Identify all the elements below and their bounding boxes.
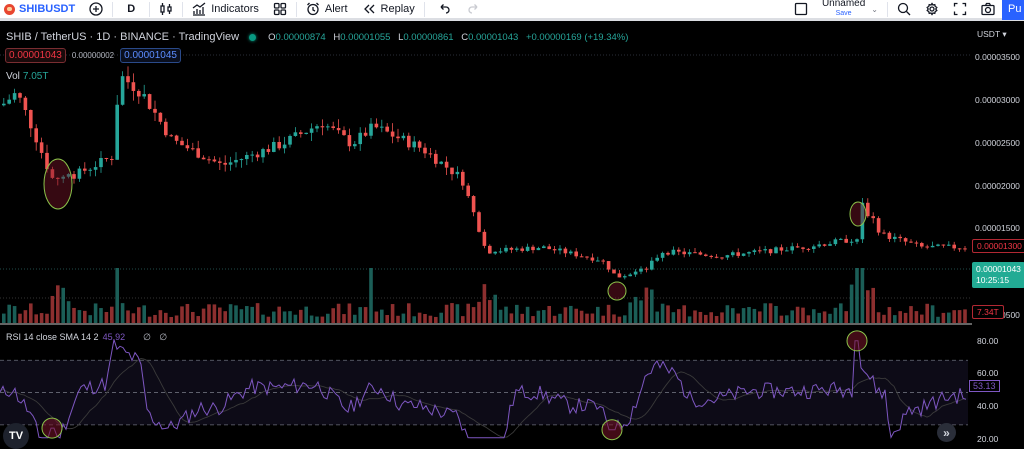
chevron-down-icon: ⌄: [871, 4, 878, 14]
shib-coin-icon: [4, 3, 15, 15]
series-legend: SHIB / TetherUS · 1D · BINANCE · Trading…: [6, 31, 633, 43]
top-toolbar: SHIBUSDT D Indicators Alert Replay Unnam…: [0, 0, 1024, 21]
volume-legend: Vol 7.05T: [6, 71, 48, 82]
indicators-button[interactable]: Indicators: [185, 0, 266, 20]
search-icon: [897, 2, 911, 16]
price-tick: 0.00002000: [975, 181, 1020, 191]
undo-icon: [440, 4, 450, 14]
symbol-label: SHIBUSDT: [19, 3, 76, 15]
plus-circle-icon: [89, 2, 103, 16]
bar-countdown: 10:25:15: [976, 275, 1010, 285]
rsi-tick: 60.00: [977, 368, 999, 378]
price-axis[interactable]: USDT ▾ 0.00003500 0.00003000 0.00002500 …: [972, 24, 1024, 324]
templates-button[interactable]: [266, 0, 294, 20]
grid-icon: [273, 2, 287, 16]
toolbar-divider: [887, 1, 888, 17]
price-tick: 0.00003500: [975, 52, 1020, 62]
interval-button[interactable]: D: [115, 0, 147, 20]
gear-icon: [926, 2, 938, 16]
close-value: 0.00001043: [468, 31, 519, 43]
high-value: 0.00001055: [340, 31, 391, 43]
sell-button[interactable]: 0.00001043: [5, 48, 66, 63]
toolbar-divider: [182, 1, 184, 17]
alarm-clock-icon: [306, 2, 319, 16]
search-button[interactable]: [890, 0, 918, 20]
interval-label: D: [127, 3, 136, 15]
toolbar-divider: [149, 1, 151, 17]
rsi-current-tag: 53.13: [969, 380, 1000, 392]
price-tick: 0.00001500: [975, 223, 1020, 233]
buy-button[interactable]: 0.00001045: [120, 48, 181, 63]
publish-label: Pu: [1008, 3, 1022, 15]
tradingview-logo[interactable]: TV: [3, 423, 29, 449]
fullscreen-button[interactable]: [946, 0, 974, 20]
price-tick: 0.00002500: [975, 138, 1020, 148]
rsi-value: 45.92: [102, 332, 126, 342]
high-line-price-tag: 0.00001300: [972, 239, 1024, 253]
chart-type-button[interactable]: [152, 0, 180, 20]
redo-icon: [468, 4, 478, 14]
rsi-extra-values: ∅ ∅: [143, 332, 171, 342]
rewind-icon: [363, 4, 374, 14]
last-price-value: 0.00001043: [976, 264, 1021, 274]
square-icon: [794, 2, 808, 16]
last-price-tag: 0.00001043 10:25:15: [972, 262, 1024, 288]
chart-canvas[interactable]: [0, 24, 972, 443]
order-panel: 0.00001043 0.00000002 0.00001045: [5, 48, 181, 63]
snapshot-button[interactable]: [974, 0, 1002, 20]
rsi-legend: RSI 14 close SMA 14 2 45.92 ∅ ∅: [6, 332, 170, 343]
market-status-icon: [249, 33, 257, 41]
select-layout-checkbox[interactable]: [787, 0, 815, 20]
price-tick: 0.00003000: [975, 95, 1020, 105]
toolbar-divider: [112, 1, 114, 17]
ohlc-values: O0.00000874 H0.00001055 L0.00000861 C0.0…: [268, 32, 633, 43]
spread-value: 0.00000002: [71, 51, 115, 60]
settings-button[interactable]: [918, 0, 946, 20]
currency-selector[interactable]: USDT ▾: [977, 29, 1007, 39]
volume-value: 7.05T: [22, 71, 49, 82]
high-label: H: [333, 31, 341, 43]
rsi-axis[interactable]: 80.00 60.00 40.00 20.00 53.13: [969, 324, 1024, 444]
toolbar-divider: [295, 1, 297, 17]
save-label[interactable]: Save: [835, 10, 852, 17]
close-label: C: [461, 31, 469, 43]
redo-button[interactable]: [461, 0, 487, 20]
rsi-label[interactable]: RSI 14 close SMA 14 2: [6, 332, 99, 342]
indicators-label: Indicators: [211, 3, 259, 15]
layout-name: Unnamed Save: [822, 0, 865, 19]
series-title[interactable]: SHIB / TetherUS · 1D · BINANCE · Trading…: [6, 31, 240, 43]
open-label: O: [268, 31, 276, 43]
rsi-tick: 80.00: [977, 336, 999, 346]
camera-icon: [981, 2, 995, 16]
alert-label: Alert: [324, 3, 348, 15]
fullscreen-icon: [953, 2, 967, 16]
scroll-to-latest-button[interactable]: »: [937, 423, 956, 442]
toolbar-divider: [423, 1, 425, 17]
alert-button[interactable]: Alert: [299, 0, 355, 20]
symbol-search-button[interactable]: SHIBUSDT: [0, 0, 82, 20]
rsi-tick: 20.00: [977, 434, 999, 444]
candles-icon: [160, 3, 172, 15]
low-label: L: [398, 31, 404, 43]
replay-button[interactable]: Replay: [355, 0, 422, 20]
layout-name-button[interactable]: Unnamed Save ⌄: [815, 0, 885, 20]
undo-button[interactable]: [427, 0, 461, 20]
rsi-tick: 40.00: [977, 401, 999, 411]
volume-label: Vol: [6, 71, 20, 82]
replay-label: Replay: [380, 3, 415, 15]
chart-area[interactable]: SHIB / TetherUS · 1D · BINANCE · Trading…: [0, 24, 1024, 449]
indicators-icon: [192, 2, 206, 16]
publish-button[interactable]: Pu: [1002, 0, 1024, 20]
compare-add-button[interactable]: [82, 0, 110, 20]
volume-last-tag: 7.34T: [972, 305, 1004, 319]
low-value: 0.00000861: [403, 31, 454, 43]
change-value: +0.00000169 (+19.34%): [525, 31, 629, 43]
layout-name-label: Unnamed: [821, 0, 866, 9]
open-value: 0.00000874: [275, 31, 326, 43]
